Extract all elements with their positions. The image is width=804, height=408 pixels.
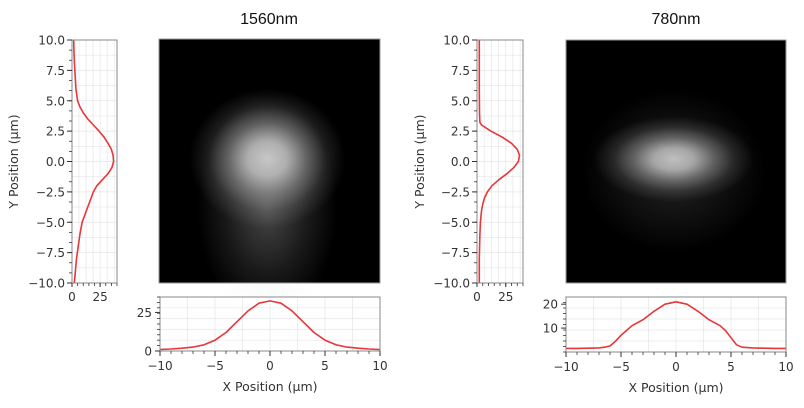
x-tick-label: −5 [206,359,224,373]
x-axis-label: X Position (μm) [628,380,723,395]
x-tick-label: −10 [147,359,172,373]
y-tick-label: 10.0 [443,34,470,48]
panel-title: 1560nm [240,11,298,28]
y-profile-line [72,39,115,284]
x-tick-label: −5 [612,360,630,374]
y-tick-label: 0.0 [46,155,65,169]
y-tick-label: 7.5 [46,64,65,78]
y-profile-line [478,40,521,283]
y-tick-label: −10.0 [433,277,470,291]
panel-left: 1560nm10.07.55.02.50.0−2.5−5.0−7.5−10.00… [6,11,388,394]
x-tick-label: 25 [498,290,513,304]
y-tick-label: 10.0 [38,34,65,48]
y-tick-label: −2.5 [36,185,65,199]
y-tick-label: −7.5 [441,246,470,260]
y-tick-label: 0.0 [451,155,470,169]
y-tick-label: 2.5 [451,125,470,139]
y-tick-label: 2.5 [46,125,65,139]
x-tick-label: 10 [372,359,387,373]
y-tick-label: 7.5 [451,64,470,78]
x-tick-label: 0 [68,290,76,304]
x-tick-label: 25 [92,290,107,304]
y-tick-label: 10 [543,322,558,336]
x-tick-label: 5 [321,359,329,373]
x-profile-line [566,300,786,350]
x-tick-label: −10 [553,360,578,374]
panel-title: 780nm [652,11,701,28]
x-tick-label: 0 [672,360,680,374]
x-tick-label: 0 [266,359,274,373]
y-tick-label: 25 [137,306,152,320]
y-tick-label: −2.5 [441,185,470,199]
y-axis-label: Y Position (μm) [412,114,427,209]
y-tick-label: 20 [543,298,558,312]
x-axis-label: X Position (μm) [222,379,317,394]
y-tick-label: 0 [144,345,152,359]
y-tick-label: −10.0 [28,277,65,291]
y-axis-label: Y Position (μm) [6,114,21,209]
y-tick-label: 5.0 [451,94,470,108]
x-tick-label: 10 [778,360,793,374]
y-tick-label: −5.0 [36,216,65,230]
x-profile-line [159,300,381,351]
beam-spot [189,88,346,229]
y-tick-label: −5.0 [441,216,470,230]
x-tick-label: 5 [727,360,735,374]
y-tick-label: 5.0 [46,94,65,108]
beam-spot [593,116,754,202]
y-tick-label: −7.5 [36,246,65,260]
x-tick-label: 0 [473,290,481,304]
